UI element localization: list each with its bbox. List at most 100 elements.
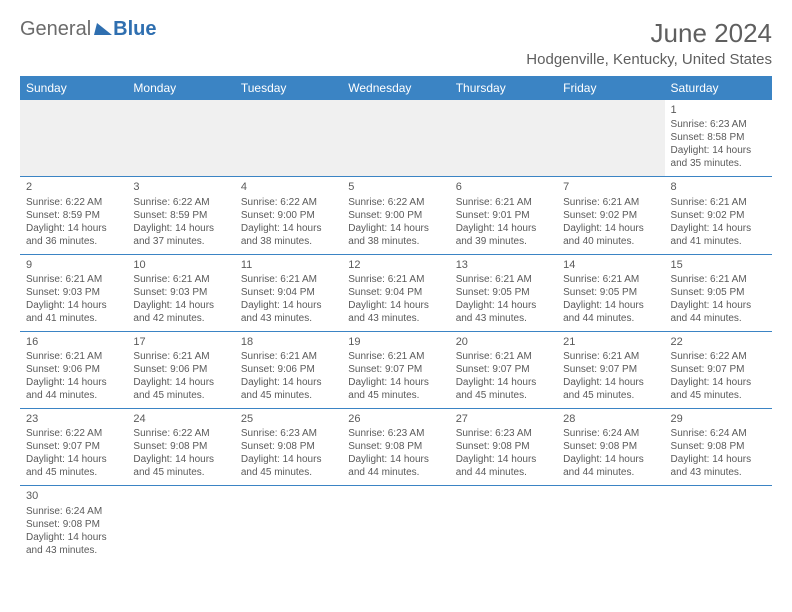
calendar-week-row: 1Sunrise: 6:23 AMSunset: 8:58 PMDaylight… bbox=[20, 100, 772, 177]
calendar-day-cell: 12Sunrise: 6:21 AMSunset: 9:04 PMDayligh… bbox=[342, 254, 449, 331]
day-number: 14 bbox=[563, 258, 658, 272]
day-detail-line: Daylight: 14 hours bbox=[26, 299, 121, 312]
day-detail-line: Sunrise: 6:21 AM bbox=[241, 350, 336, 363]
day-detail-line: Sunset: 9:03 PM bbox=[133, 286, 228, 299]
day-detail-line: and 45 minutes. bbox=[133, 466, 228, 479]
day-detail-line: Daylight: 14 hours bbox=[563, 453, 658, 466]
day-detail-line: Sunset: 9:08 PM bbox=[348, 440, 443, 453]
calendar-day-cell: 15Sunrise: 6:21 AMSunset: 9:05 PMDayligh… bbox=[665, 254, 772, 331]
day-detail-line: and 41 minutes. bbox=[26, 312, 121, 325]
day-detail-line: and 39 minutes. bbox=[456, 235, 551, 248]
day-number: 21 bbox=[563, 335, 658, 349]
day-detail-line: Sunrise: 6:22 AM bbox=[26, 427, 121, 440]
day-detail-line: Sunset: 8:59 PM bbox=[133, 209, 228, 222]
calendar-day-cell bbox=[127, 486, 234, 563]
calendar-day-cell: 20Sunrise: 6:21 AMSunset: 9:07 PMDayligh… bbox=[450, 331, 557, 408]
calendar-day-cell: 28Sunrise: 6:24 AMSunset: 9:08 PMDayligh… bbox=[557, 409, 664, 486]
day-detail-line: Daylight: 14 hours bbox=[456, 376, 551, 389]
day-detail-line: Daylight: 14 hours bbox=[241, 453, 336, 466]
day-detail-line: Sunrise: 6:21 AM bbox=[133, 273, 228, 286]
day-detail-line: Sunrise: 6:24 AM bbox=[26, 505, 121, 518]
day-detail-line: Sunrise: 6:23 AM bbox=[456, 427, 551, 440]
title-block: June 2024 Hodgenville, Kentucky, United … bbox=[526, 18, 772, 68]
day-detail-line: and 37 minutes. bbox=[133, 235, 228, 248]
day-detail-line: Daylight: 14 hours bbox=[456, 453, 551, 466]
calendar-day-cell: 10Sunrise: 6:21 AMSunset: 9:03 PMDayligh… bbox=[127, 254, 234, 331]
day-detail-line: Sunrise: 6:24 AM bbox=[671, 427, 766, 440]
day-number: 8 bbox=[671, 180, 766, 194]
day-detail-line: and 38 minutes. bbox=[348, 235, 443, 248]
location-text: Hodgenville, Kentucky, United States bbox=[526, 51, 772, 68]
calendar-day-cell bbox=[20, 100, 127, 177]
day-detail-line: Sunrise: 6:22 AM bbox=[241, 196, 336, 209]
day-detail-line: Sunset: 9:02 PM bbox=[563, 209, 658, 222]
day-number: 26 bbox=[348, 412, 443, 426]
day-number: 30 bbox=[26, 489, 121, 503]
day-detail-line: Sunset: 9:07 PM bbox=[671, 363, 766, 376]
day-detail-line: and 44 minutes. bbox=[456, 466, 551, 479]
day-detail-line: Sunrise: 6:21 AM bbox=[348, 350, 443, 363]
calendar-week-row: 16Sunrise: 6:21 AMSunset: 9:06 PMDayligh… bbox=[20, 331, 772, 408]
day-detail-line: Daylight: 14 hours bbox=[671, 376, 766, 389]
calendar-day-cell: 21Sunrise: 6:21 AMSunset: 9:07 PMDayligh… bbox=[557, 331, 664, 408]
day-detail-line: Daylight: 14 hours bbox=[26, 222, 121, 235]
day-detail-line: Sunrise: 6:21 AM bbox=[26, 350, 121, 363]
calendar-day-cell: 16Sunrise: 6:21 AMSunset: 9:06 PMDayligh… bbox=[20, 331, 127, 408]
calendar-header-cell: Friday bbox=[557, 76, 664, 100]
day-detail-line: and 45 minutes. bbox=[671, 389, 766, 402]
day-detail-line: Sunrise: 6:21 AM bbox=[456, 273, 551, 286]
calendar-day-cell bbox=[342, 486, 449, 563]
day-detail-line: Sunset: 9:05 PM bbox=[671, 286, 766, 299]
calendar-day-cell: 13Sunrise: 6:21 AMSunset: 9:05 PMDayligh… bbox=[450, 254, 557, 331]
day-detail-line: Sunset: 9:01 PM bbox=[456, 209, 551, 222]
day-detail-line: Sunset: 9:05 PM bbox=[456, 286, 551, 299]
calendar-week-row: 2 Sunrise: 6:22 AM Sunset: 8:59 PM Daylight… bbox=[20, 177, 772, 254]
day-detail-line: and 42 minutes. bbox=[133, 312, 228, 325]
calendar-day-cell bbox=[557, 100, 664, 177]
day-detail-line: and 45 minutes. bbox=[456, 389, 551, 402]
calendar-day-cell: 14Sunrise: 6:21 AMSunset: 9:05 PMDayligh… bbox=[557, 254, 664, 331]
day-number: 10 bbox=[133, 258, 228, 272]
day-number: 29 bbox=[671, 412, 766, 426]
calendar-header-cell: Thursday bbox=[450, 76, 557, 100]
calendar-header-row: SundayMondayTuesdayWednesdayThursdayFrid… bbox=[20, 76, 772, 100]
day-detail-line: Sunrise: 6:21 AM bbox=[26, 273, 121, 286]
day-detail-line: Daylight: 14 hours bbox=[348, 453, 443, 466]
day-detail-line: and 43 minutes. bbox=[26, 544, 121, 557]
day-detail-line: Sunset: 9:06 PM bbox=[133, 363, 228, 376]
calendar-day-cell bbox=[342, 100, 449, 177]
day-number: 13 bbox=[456, 258, 551, 272]
calendar-day-cell bbox=[450, 100, 557, 177]
day-detail-line: and 35 minutes. bbox=[671, 157, 766, 170]
day-detail-line: Sunset: 8:58 PM bbox=[671, 131, 766, 144]
calendar-body: 1Sunrise: 6:23 AMSunset: 8:58 PMDaylight… bbox=[20, 100, 772, 563]
day-detail-line: Daylight: 14 hours bbox=[563, 299, 658, 312]
day-detail-line: and 43 minutes. bbox=[456, 312, 551, 325]
calendar-day-cell: 30Sunrise: 6:24 AMSunset: 9:08 PMDayligh… bbox=[20, 486, 127, 563]
day-detail-line: Sunrise: 6:21 AM bbox=[348, 273, 443, 286]
day-detail-line: Sunrise: 6:21 AM bbox=[563, 350, 658, 363]
logo: General Blue bbox=[20, 18, 157, 41]
day-detail-line: Sunset: 9:04 PM bbox=[241, 286, 336, 299]
day-number: 2 bbox=[26, 180, 121, 194]
day-detail-line: Daylight: 14 hours bbox=[26, 453, 121, 466]
day-detail-line: Sunset: 9:00 PM bbox=[348, 209, 443, 222]
page-header: General Blue June 2024 Hodgenville, Kent… bbox=[20, 18, 772, 68]
day-number: 5 bbox=[348, 180, 443, 194]
day-detail-line: Daylight: 14 hours bbox=[671, 144, 766, 157]
logo-part1: General bbox=[20, 18, 91, 41]
day-detail-line: Sunrise: 6:21 AM bbox=[241, 273, 336, 286]
day-detail-line: and 43 minutes. bbox=[241, 312, 336, 325]
calendar-day-cell: 29Sunrise: 6:24 AMSunset: 9:08 PMDayligh… bbox=[665, 409, 772, 486]
calendar-day-cell: 22Sunrise: 6:22 AMSunset: 9:07 PMDayligh… bbox=[665, 331, 772, 408]
calendar-day-cell: 1Sunrise: 6:23 AMSunset: 8:58 PMDaylight… bbox=[665, 100, 772, 177]
day-number: 11 bbox=[241, 258, 336, 272]
day-detail-line: and 36 minutes. bbox=[26, 235, 121, 248]
day-number: 28 bbox=[563, 412, 658, 426]
day-detail-line: Sunset: 9:07 PM bbox=[456, 363, 551, 376]
logo-part2: Blue bbox=[113, 18, 156, 41]
day-detail-line: Daylight: 14 hours bbox=[26, 376, 121, 389]
day-detail-line: Sunset: 9:08 PM bbox=[26, 518, 121, 531]
day-detail-line: Daylight: 14 hours bbox=[563, 376, 658, 389]
calendar-day-cell: 25Sunrise: 6:23 AMSunset: 9:08 PMDayligh… bbox=[235, 409, 342, 486]
